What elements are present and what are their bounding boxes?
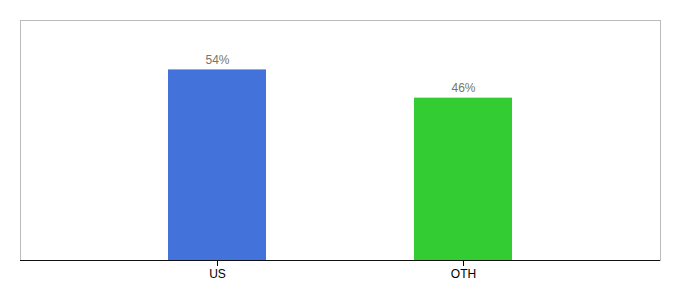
svg-text:OTH: OTH xyxy=(451,267,476,281)
svg-text:54%: 54% xyxy=(205,53,229,67)
svg-text:US: US xyxy=(209,267,226,281)
svg-text:46%: 46% xyxy=(451,81,475,95)
